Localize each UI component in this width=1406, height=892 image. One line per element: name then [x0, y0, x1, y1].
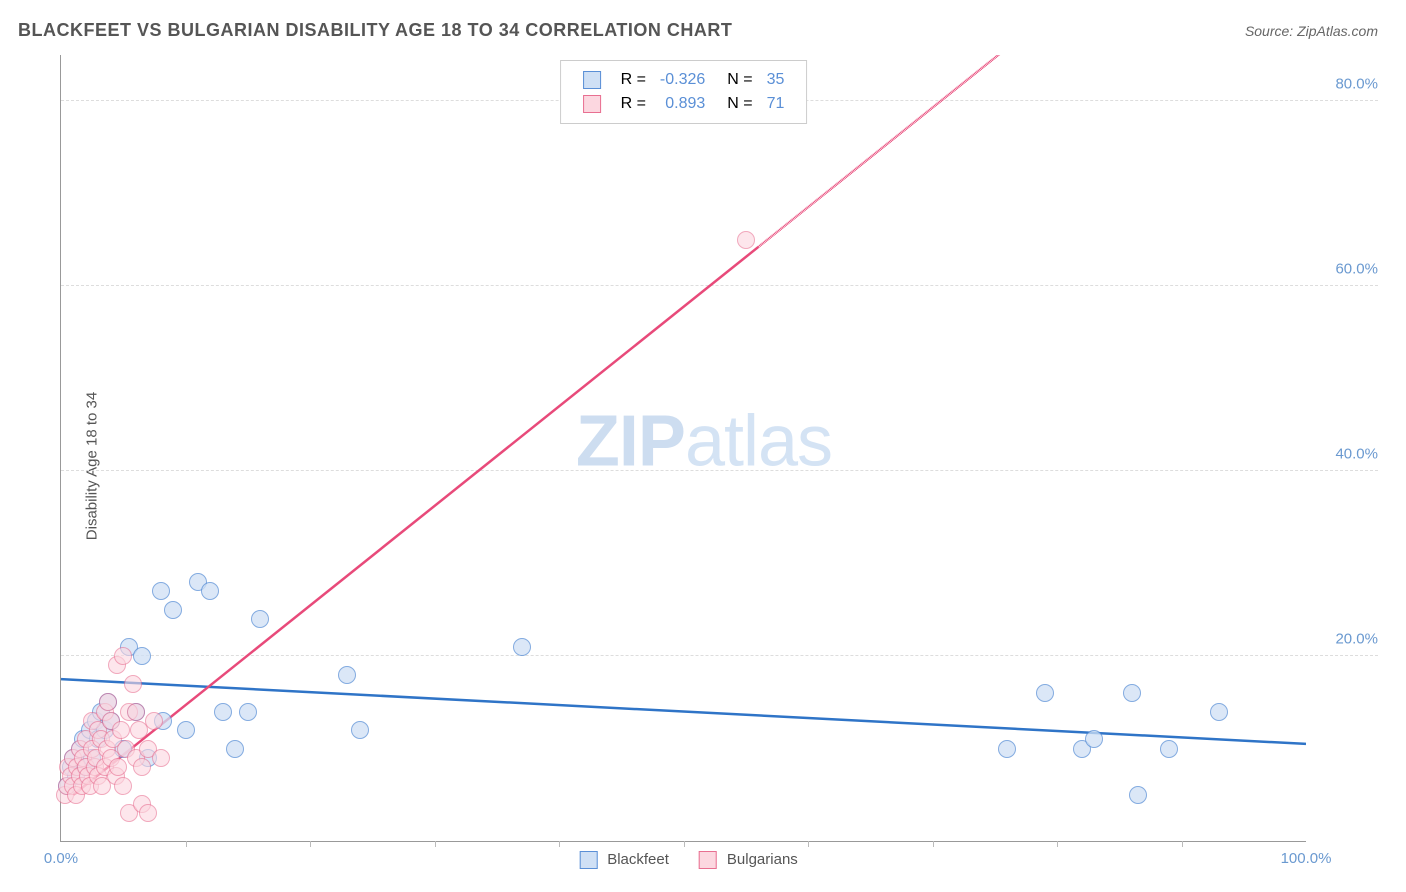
x-tick-mark: [1057, 841, 1058, 847]
legend-item: Bulgarians: [689, 851, 798, 868]
chart-title: BLACKFEET VS BULGARIAN DISABILITY AGE 18…: [18, 20, 732, 41]
trend-lines-layer: [61, 55, 1306, 841]
data-point: [114, 647, 132, 665]
data-point: [152, 582, 170, 600]
plot-area: ZIPatlas R =-0.326 N =35 R =0.893 N =71 …: [60, 55, 1306, 842]
x-tick-mark: [310, 841, 311, 847]
data-point: [1085, 730, 1103, 748]
chart-area: Disability Age 18 to 34 ZIPatlas R =-0.3…: [18, 50, 1378, 882]
x-tick-mark: [186, 841, 187, 847]
data-point: [998, 740, 1016, 758]
y-tick-label: 80.0%: [1314, 76, 1378, 93]
data-point: [1210, 703, 1228, 721]
data-point: [164, 601, 182, 619]
data-point: [152, 749, 170, 767]
data-point: [239, 703, 257, 721]
data-point: [109, 758, 127, 776]
source-credit: Source: ZipAtlas.com: [1245, 23, 1378, 39]
data-point: [124, 675, 142, 693]
x-tick-mark: [808, 841, 809, 847]
x-tick-mark: [435, 841, 436, 847]
data-point: [145, 712, 163, 730]
y-tick-label: 20.0%: [1314, 631, 1378, 648]
data-point: [251, 610, 269, 628]
y-tick-label: 60.0%: [1314, 261, 1378, 278]
x-tick-label: 100.0%: [1281, 850, 1332, 867]
data-point: [214, 703, 232, 721]
gridline-h: [61, 655, 1378, 656]
data-point: [112, 721, 130, 739]
correlation-legend: R =-0.326 N =35 R =0.893 N =71: [560, 60, 808, 124]
x-tick-mark: [684, 841, 685, 847]
data-point: [1123, 684, 1141, 702]
data-point: [114, 777, 132, 795]
data-point: [338, 666, 356, 684]
series-legend: Blackfeet Bulgarians: [559, 851, 808, 869]
data-point: [737, 231, 755, 249]
data-point: [351, 721, 369, 739]
x-tick-mark: [933, 841, 934, 847]
data-point: [1036, 684, 1054, 702]
data-point: [1160, 740, 1178, 758]
y-tick-label: 40.0%: [1314, 446, 1378, 463]
data-point: [133, 758, 151, 776]
data-point: [177, 721, 195, 739]
x-tick-mark: [1182, 841, 1183, 847]
data-point: [139, 804, 157, 822]
x-tick-mark: [559, 841, 560, 847]
data-point: [127, 703, 145, 721]
legend-item: Blackfeet: [569, 851, 669, 868]
data-point: [1129, 786, 1147, 804]
data-point: [201, 582, 219, 600]
legend-row: R =-0.326 N =35: [577, 69, 791, 91]
legend-row: R =0.893 N =71: [577, 93, 791, 115]
gridline-h: [61, 470, 1378, 471]
data-point: [226, 740, 244, 758]
data-point: [133, 647, 151, 665]
data-point: [99, 693, 117, 711]
gridline-h: [61, 285, 1378, 286]
x-tick-label: 0.0%: [44, 850, 78, 867]
data-point: [513, 638, 531, 656]
